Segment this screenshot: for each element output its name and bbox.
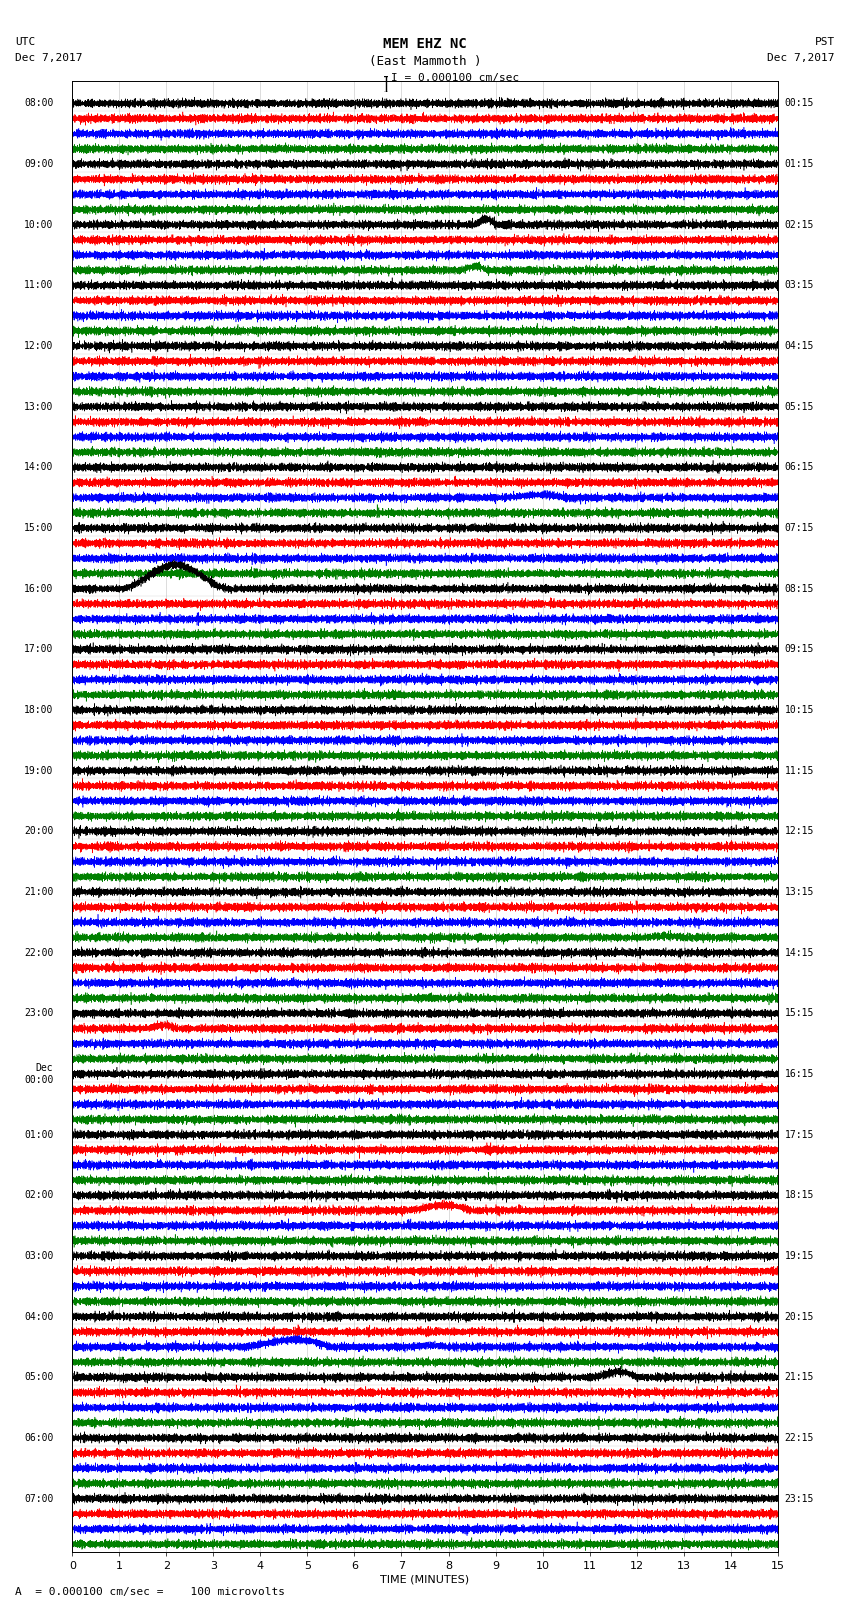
Text: 19:00: 19:00 bbox=[24, 766, 54, 776]
Text: 09:15: 09:15 bbox=[785, 644, 814, 655]
Text: 07:15: 07:15 bbox=[785, 523, 814, 532]
Text: 18:00: 18:00 bbox=[24, 705, 54, 715]
Text: 15:00: 15:00 bbox=[24, 523, 54, 532]
Text: 18:15: 18:15 bbox=[785, 1190, 814, 1200]
Text: (East Mammoth ): (East Mammoth ) bbox=[369, 55, 481, 68]
Text: 00:15: 00:15 bbox=[785, 98, 814, 108]
Text: UTC: UTC bbox=[15, 37, 36, 47]
X-axis label: TIME (MINUTES): TIME (MINUTES) bbox=[381, 1574, 469, 1586]
Text: 16:00: 16:00 bbox=[24, 584, 54, 594]
Text: 05:15: 05:15 bbox=[785, 402, 814, 411]
Text: 10:00: 10:00 bbox=[24, 219, 54, 229]
Text: 10:15: 10:15 bbox=[785, 705, 814, 715]
Text: 05:00: 05:00 bbox=[24, 1373, 54, 1382]
Text: 01:00: 01:00 bbox=[24, 1129, 54, 1140]
Text: 02:00: 02:00 bbox=[24, 1190, 54, 1200]
Text: A  = 0.000100 cm/sec =    100 microvolts: A = 0.000100 cm/sec = 100 microvolts bbox=[15, 1587, 286, 1597]
Text: 20:15: 20:15 bbox=[785, 1311, 814, 1321]
Text: Dec 7,2017: Dec 7,2017 bbox=[768, 53, 835, 63]
Text: 14:15: 14:15 bbox=[785, 948, 814, 958]
Text: 21:15: 21:15 bbox=[785, 1373, 814, 1382]
Text: 03:00: 03:00 bbox=[24, 1252, 54, 1261]
Text: 23:15: 23:15 bbox=[785, 1494, 814, 1503]
Text: 13:00: 13:00 bbox=[24, 402, 54, 411]
Text: Dec
00:00: Dec 00:00 bbox=[24, 1063, 54, 1086]
Text: 04:00: 04:00 bbox=[24, 1311, 54, 1321]
Text: 03:15: 03:15 bbox=[785, 281, 814, 290]
Text: 22:00: 22:00 bbox=[24, 948, 54, 958]
Text: 06:00: 06:00 bbox=[24, 1432, 54, 1444]
Text: MEM EHZ NC: MEM EHZ NC bbox=[383, 37, 467, 52]
Text: 12:00: 12:00 bbox=[24, 340, 54, 352]
Text: 02:15: 02:15 bbox=[785, 219, 814, 229]
Text: 21:00: 21:00 bbox=[24, 887, 54, 897]
Text: 23:00: 23:00 bbox=[24, 1008, 54, 1018]
Text: 16:15: 16:15 bbox=[785, 1069, 814, 1079]
Text: 08:15: 08:15 bbox=[785, 584, 814, 594]
Text: PST: PST bbox=[814, 37, 835, 47]
Text: 07:00: 07:00 bbox=[24, 1494, 54, 1503]
Text: 11:00: 11:00 bbox=[24, 281, 54, 290]
Text: 19:15: 19:15 bbox=[785, 1252, 814, 1261]
Text: 14:00: 14:00 bbox=[24, 463, 54, 473]
Text: Dec 7,2017: Dec 7,2017 bbox=[15, 53, 82, 63]
Text: 22:15: 22:15 bbox=[785, 1432, 814, 1444]
Text: 01:15: 01:15 bbox=[785, 160, 814, 169]
Text: 13:15: 13:15 bbox=[785, 887, 814, 897]
Text: 08:00: 08:00 bbox=[24, 98, 54, 108]
Text: 15:15: 15:15 bbox=[785, 1008, 814, 1018]
Text: 09:00: 09:00 bbox=[24, 160, 54, 169]
Text: 17:00: 17:00 bbox=[24, 644, 54, 655]
Text: I = 0.000100 cm/sec: I = 0.000100 cm/sec bbox=[391, 73, 519, 82]
Text: 06:15: 06:15 bbox=[785, 463, 814, 473]
Text: 12:15: 12:15 bbox=[785, 826, 814, 837]
Text: 04:15: 04:15 bbox=[785, 340, 814, 352]
Text: 17:15: 17:15 bbox=[785, 1129, 814, 1140]
Text: 11:15: 11:15 bbox=[785, 766, 814, 776]
Text: 20:00: 20:00 bbox=[24, 826, 54, 837]
